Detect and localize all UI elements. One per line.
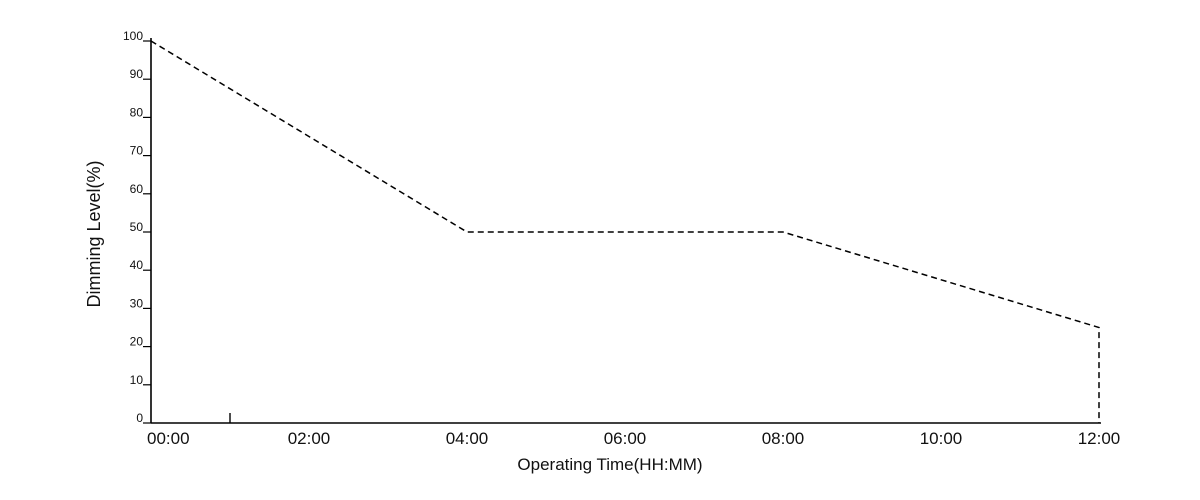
y-tick-label: 20 [130,335,144,349]
y-axis-title: Dimming Level(%) [84,160,104,307]
x-tick-label: 02:00 [288,429,331,448]
series-layer [150,40,1100,423]
x-axis-ticks: 00:00 02:00 04:00 06:00 08:00 10:00 12:00 [147,413,1120,448]
y-tick-label: 40 [130,258,144,272]
y-tick-label: 50 [130,220,144,234]
y-tick-label: 0 [136,411,143,425]
x-tick-label: 04:00 [446,429,489,448]
y-tick-label: 100 [123,29,143,43]
x-tick-label: 12:00 [1078,429,1121,448]
x-tick-label: 06:00 [604,429,647,448]
y-tick-label: 60 [130,182,144,196]
y-tick-label: 90 [130,67,144,81]
y-tick-label: 30 [130,296,144,310]
y-tick-label: 80 [130,105,144,119]
x-axis-title: Operating Time(HH:MM) [517,455,702,474]
x-tick-label: 08:00 [762,429,805,448]
x-tick-label: 10:00 [920,429,963,448]
y-tick-label: 70 [130,144,144,158]
axes [150,38,1101,424]
y-axis-ticks: 0 10 20 30 40 50 60 70 80 90 100 [123,29,151,425]
dimming-level-line [150,40,1100,423]
y-tick-label: 10 [130,373,144,387]
x-tick-label: 00:00 [147,429,190,448]
